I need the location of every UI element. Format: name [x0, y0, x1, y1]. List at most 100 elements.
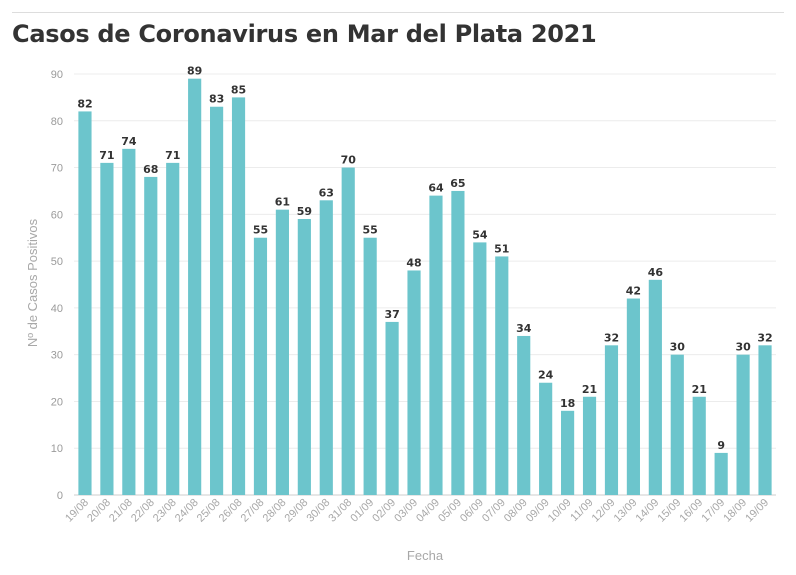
y-tick-label: 20 — [51, 396, 63, 408]
data-label: 32 — [604, 331, 619, 344]
data-label: 85 — [231, 83, 246, 96]
data-label: 37 — [384, 308, 399, 321]
bar — [495, 256, 509, 495]
data-label: 46 — [648, 266, 664, 279]
bar — [451, 190, 465, 495]
y-tick-label: 0 — [57, 490, 63, 502]
top-divider — [12, 12, 784, 13]
y-tick-label: 30 — [51, 350, 63, 362]
x-tick-label: 12/09 — [590, 497, 618, 525]
data-label: 24 — [538, 369, 554, 382]
x-tick-label: 09/09 — [524, 497, 552, 525]
x-tick-label: 27/08 — [239, 497, 267, 525]
bar — [166, 162, 180, 495]
bar — [122, 148, 136, 495]
data-label: 70 — [341, 154, 357, 167]
bar — [648, 279, 662, 495]
bar — [210, 106, 224, 495]
y-tick-label: 50 — [51, 256, 63, 268]
x-tick-label: 17/09 — [699, 497, 727, 525]
bar — [561, 410, 575, 495]
x-tick-label: 20/08 — [85, 497, 113, 525]
bar — [100, 162, 114, 495]
y-tick-label: 80 — [51, 116, 63, 128]
bar — [253, 237, 268, 495]
data-label: 54 — [472, 228, 488, 241]
bar — [758, 345, 772, 495]
data-label: 18 — [560, 397, 575, 410]
data-label: 21 — [582, 383, 597, 396]
x-tick-label: 21/08 — [107, 497, 135, 525]
bar — [604, 345, 619, 495]
x-axis-title: Fecha — [407, 548, 444, 563]
data-label: 55 — [363, 224, 378, 237]
x-tick-label: 28/08 — [261, 497, 289, 525]
x-axis-ticks: 19/0820/0821/0822/0823/0824/0825/0826/08… — [63, 497, 771, 525]
x-tick-label: 06/09 — [458, 497, 486, 525]
bar — [144, 176, 158, 495]
x-tick-label: 23/08 — [151, 497, 179, 525]
x-tick-label: 08/09 — [502, 497, 530, 525]
data-label: 89 — [187, 65, 202, 78]
y-axis-title: Nº de Casos Positivos — [25, 218, 40, 347]
y-tick-label: 10 — [51, 443, 63, 455]
y-tick-label: 40 — [51, 303, 63, 315]
bar — [473, 242, 487, 495]
bar — [363, 237, 377, 495]
x-tick-label: 29/08 — [283, 497, 311, 525]
data-labels: 82 71 74 68 71 89 83 85 55 61 59 63 70 55 37 48 64 65 54 51… — [77, 65, 772, 452]
x-tick-label: 30/08 — [304, 497, 332, 525]
data-label: 82 — [77, 97, 92, 110]
data-label: 61 — [275, 196, 290, 209]
y-tick-label: 60 — [51, 209, 63, 221]
bar — [736, 354, 750, 495]
data-label: 30 — [670, 341, 686, 354]
x-tick-label: 01/09 — [348, 497, 376, 525]
x-tick-label: 25/08 — [195, 497, 223, 525]
data-label: 9 — [717, 439, 725, 452]
bar — [188, 78, 202, 495]
x-tick-label: 07/09 — [480, 497, 508, 525]
x-tick-label: 03/09 — [392, 497, 420, 525]
x-tick-label: 14/09 — [634, 497, 662, 525]
data-label: 55 — [253, 224, 268, 237]
data-label: 42 — [626, 285, 641, 298]
bar — [319, 200, 333, 496]
bar — [626, 298, 640, 495]
data-label: 21 — [692, 383, 707, 396]
y-tick-label: 90 — [51, 69, 63, 81]
bar — [407, 270, 421, 495]
x-tick-label: 16/09 — [677, 497, 705, 525]
bar — [429, 195, 443, 495]
x-tick-label: 19/08 — [63, 497, 91, 525]
x-tick-label: 26/08 — [217, 497, 245, 525]
data-label: 64 — [428, 182, 444, 195]
data-label: 74 — [121, 135, 137, 148]
data-label: 71 — [165, 149, 180, 162]
data-label: 51 — [494, 242, 509, 255]
data-label: 83 — [209, 93, 224, 106]
data-label: 65 — [450, 177, 465, 190]
data-label: 71 — [99, 149, 114, 162]
bar — [275, 209, 289, 495]
data-label: 48 — [406, 256, 421, 269]
data-label: 34 — [516, 322, 532, 335]
x-tick-label: 18/09 — [721, 497, 749, 525]
bar — [582, 396, 597, 495]
x-tick-label: 04/09 — [414, 497, 442, 525]
y-tick-label: 70 — [51, 163, 63, 175]
bar — [670, 354, 684, 495]
x-tick-label: 11/09 — [568, 497, 595, 524]
data-label: 32 — [757, 331, 772, 344]
bar — [231, 97, 246, 495]
y-axis-ticks: 0 10 20 30 40 50 60 70 80 90 — [51, 69, 63, 502]
bar — [692, 396, 706, 495]
bar — [341, 167, 355, 496]
bar — [539, 382, 553, 495]
bar — [714, 452, 728, 495]
x-tick-label: 22/08 — [129, 497, 157, 525]
x-tick-label: 24/08 — [173, 497, 201, 525]
bar — [297, 219, 311, 495]
bar — [517, 335, 531, 495]
